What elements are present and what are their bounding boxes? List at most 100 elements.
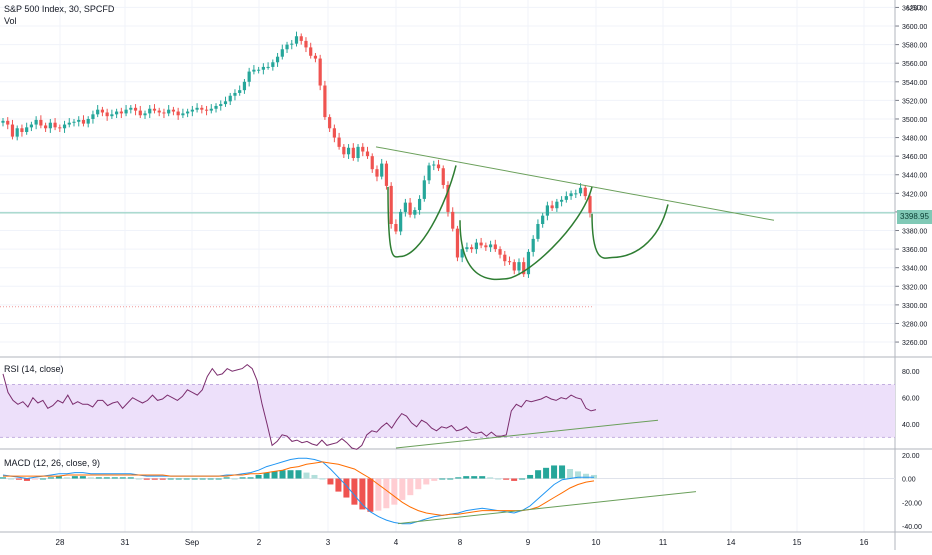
macd-histogram-bar bbox=[503, 478, 510, 480]
price-tick-label: 3340.00 bbox=[902, 266, 927, 273]
candle-body bbox=[550, 205, 554, 209]
candle-body bbox=[536, 224, 540, 239]
rsi-tick-label: 60.00 bbox=[902, 396, 920, 403]
candle-body bbox=[555, 201, 559, 209]
macd-tick-label: -20.00 bbox=[902, 500, 922, 507]
candle-body bbox=[280, 49, 284, 57]
candle-body bbox=[44, 125, 48, 129]
macd-histogram-bar bbox=[15, 478, 22, 480]
macd-histogram-bar bbox=[439, 478, 446, 480]
macd-histogram-bar bbox=[159, 478, 166, 480]
volume-label: Vol bbox=[4, 16, 17, 26]
candle-body bbox=[498, 249, 502, 255]
time-tick-label: 10 bbox=[592, 538, 601, 547]
macd-histogram-bar bbox=[447, 478, 454, 480]
price-tick-label: 3620.00 bbox=[902, 5, 927, 12]
candle-body bbox=[219, 104, 223, 106]
candle-body bbox=[72, 121, 76, 123]
macd-histogram-bar bbox=[71, 476, 78, 479]
macd-histogram-bar bbox=[263, 472, 270, 479]
macd-histogram-bar bbox=[399, 478, 406, 500]
macd-histogram-bar bbox=[39, 478, 46, 480]
symbol-title: S&P 500 Index, 30, SPCFD bbox=[4, 4, 115, 14]
cup-pattern-curve bbox=[459, 186, 593, 281]
time-tick-label: 31 bbox=[121, 538, 130, 547]
candle-body bbox=[578, 187, 583, 194]
candle-body bbox=[417, 198, 422, 211]
candle-body bbox=[309, 47, 313, 56]
macd-histogram-bar bbox=[87, 477, 94, 479]
candle-body bbox=[171, 109, 176, 112]
macd-histogram-bar bbox=[551, 465, 558, 479]
candle-body bbox=[138, 110, 142, 116]
macd-histogram-bar bbox=[207, 478, 214, 480]
macd-histogram-bar bbox=[335, 478, 342, 492]
candle-body bbox=[223, 101, 228, 105]
macd-histogram-bar bbox=[391, 478, 398, 505]
time-tick-label: 11 bbox=[659, 538, 668, 547]
candle-body bbox=[380, 163, 384, 177]
macd-histogram-bar bbox=[0, 477, 6, 479]
candle-body bbox=[512, 262, 516, 271]
macd-histogram-bar bbox=[119, 477, 126, 479]
macd-histogram-bar bbox=[591, 474, 597, 479]
price-tick-label: 3300.00 bbox=[902, 303, 927, 310]
price-tick-label: 3320.00 bbox=[902, 284, 927, 291]
rsi-band bbox=[0, 384, 895, 438]
macd-histogram-bar bbox=[415, 478, 422, 490]
candle-body bbox=[564, 196, 568, 200]
macd-histogram-bar bbox=[239, 477, 246, 479]
price-tick-label: 3460.00 bbox=[902, 154, 927, 161]
candle-body bbox=[342, 146, 346, 155]
candle-body bbox=[39, 119, 43, 126]
candle-body bbox=[574, 193, 578, 195]
candle-body bbox=[129, 107, 133, 110]
candle-body bbox=[124, 109, 128, 114]
candle-body bbox=[285, 44, 289, 50]
price-tick-label: 3420.00 bbox=[902, 191, 927, 198]
candle-body bbox=[176, 111, 180, 116]
macd-histogram-bar bbox=[63, 477, 70, 479]
candle-body bbox=[474, 242, 478, 250]
macd-histogram-bar bbox=[127, 477, 134, 479]
candle-body bbox=[162, 112, 166, 114]
cup-pattern-curve bbox=[591, 204, 669, 259]
candle-body bbox=[67, 122, 71, 125]
macd-histogram-bar bbox=[303, 472, 310, 479]
candle-body bbox=[479, 242, 483, 246]
macd-histogram-bar bbox=[407, 478, 414, 496]
price-tick-label: 3360.00 bbox=[902, 247, 927, 254]
candle-body bbox=[25, 127, 29, 132]
macd-histogram-bar bbox=[479, 476, 486, 479]
macd-line bbox=[2, 457, 594, 525]
candle-body bbox=[526, 251, 531, 275]
cup-pattern-curve bbox=[387, 165, 457, 258]
resistance-trendline bbox=[375, 146, 775, 221]
macd-histogram-bar bbox=[7, 478, 14, 480]
price-tick-label: 3280.00 bbox=[902, 321, 927, 328]
price-tick-label: 3440.00 bbox=[902, 173, 927, 180]
candle-body bbox=[531, 238, 535, 252]
time-tick-label: 14 bbox=[727, 538, 736, 547]
signal-line bbox=[3, 461, 595, 516]
price-tick-label: 3580.00 bbox=[902, 43, 927, 50]
macd-histogram-bar bbox=[527, 474, 534, 479]
candle-body bbox=[451, 211, 455, 229]
macd-histogram-bar bbox=[583, 473, 590, 479]
macd-histogram-bar bbox=[23, 478, 30, 481]
macd-histogram-bar bbox=[223, 477, 230, 479]
candle-body bbox=[493, 244, 497, 250]
price-tick-label: 3380.00 bbox=[902, 229, 927, 236]
candle-body bbox=[569, 193, 573, 197]
candle-body bbox=[446, 184, 450, 212]
candle-body bbox=[167, 109, 171, 114]
candle-body bbox=[275, 56, 280, 63]
candle-body bbox=[484, 245, 488, 248]
candle-body bbox=[119, 111, 123, 114]
macd-histogram-bar bbox=[79, 476, 86, 479]
time-tick-label: 4 bbox=[394, 538, 399, 547]
price-tick-label: 3480.00 bbox=[902, 136, 927, 143]
candle-body bbox=[399, 211, 403, 232]
